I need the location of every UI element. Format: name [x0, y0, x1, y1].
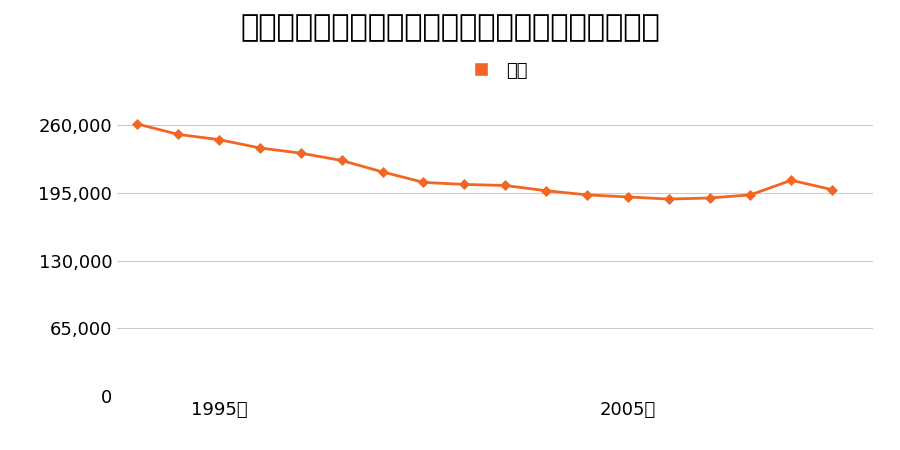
- 価格: [459, 182, 470, 187]
- Text: 埼玉県鳩ケ谷市坂下町３丁目５８６番２の地価推移: 埼玉県鳩ケ谷市坂下町３丁目５８６番２の地価推移: [240, 14, 660, 42]
- 価格: [786, 178, 796, 183]
- 価格: [500, 183, 510, 188]
- 価格: [581, 192, 592, 198]
- Legend: 価格: 価格: [455, 54, 535, 87]
- 価格: [132, 122, 143, 127]
- 価格: [173, 132, 184, 137]
- 価格: [418, 180, 429, 185]
- 価格: [541, 188, 552, 194]
- 価格: [623, 194, 634, 200]
- 価格: [295, 150, 306, 156]
- 価格: [337, 158, 347, 163]
- 価格: [377, 169, 388, 175]
- 価格: [214, 137, 225, 142]
- Line: 価格: 価格: [134, 121, 835, 202]
- 価格: [255, 145, 266, 151]
- 価格: [704, 195, 715, 201]
- 価格: [663, 196, 674, 202]
- 価格: [827, 187, 838, 192]
- 価格: [745, 192, 756, 198]
